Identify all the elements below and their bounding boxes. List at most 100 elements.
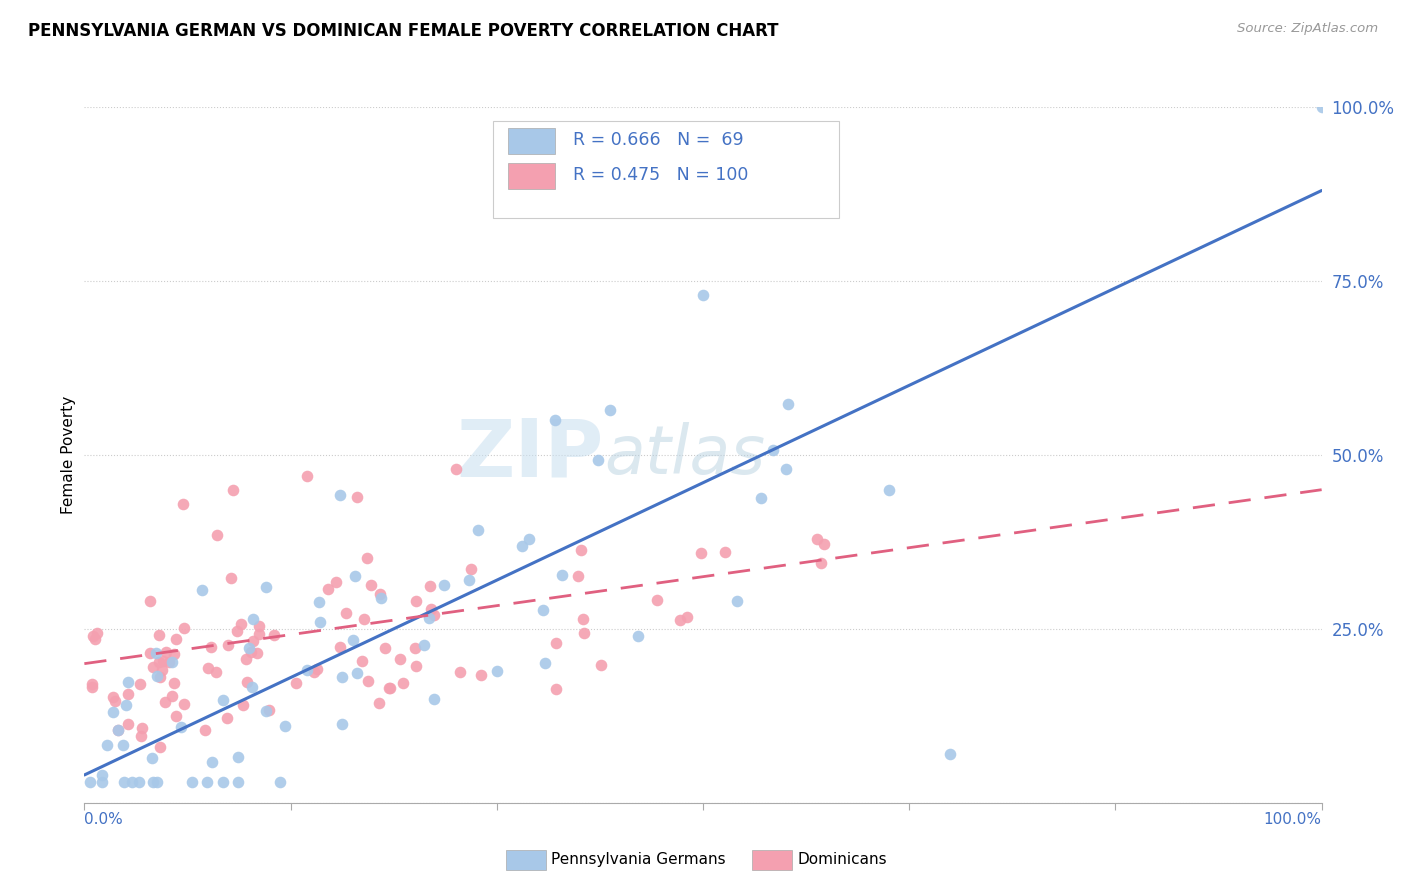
Point	[191, 582, 214, 597]
Point	[195, 775, 218, 789]
Point	[232, 698, 254, 712]
Point	[121, 775, 143, 789]
Point	[142, 775, 165, 789]
Point	[117, 716, 139, 731]
Point	[329, 640, 352, 654]
Point	[423, 692, 446, 706]
Y-axis label: Female Poverty: Female Poverty	[60, 396, 76, 514]
Point	[211, 693, 233, 707]
Point	[217, 638, 239, 652]
Point	[107, 723, 129, 737]
Point	[534, 656, 557, 670]
Point	[467, 523, 489, 537]
Point	[285, 675, 308, 690]
Point	[273, 719, 295, 733]
Point	[173, 621, 195, 635]
Point	[254, 580, 277, 594]
Point	[212, 775, 235, 789]
Point	[304, 665, 326, 679]
Point	[82, 680, 104, 694]
Point	[239, 645, 262, 659]
Point	[148, 740, 170, 755]
Point	[775, 461, 797, 475]
Point	[510, 540, 533, 554]
Point	[91, 775, 114, 789]
Point	[325, 575, 347, 590]
Point	[669, 613, 692, 627]
Point	[692, 288, 714, 302]
Point	[316, 582, 339, 596]
Point	[82, 629, 104, 643]
Point	[423, 607, 446, 622]
Point	[531, 602, 554, 616]
Point	[378, 681, 401, 696]
Point	[152, 654, 174, 668]
Point	[200, 640, 222, 654]
Point	[155, 645, 177, 659]
Point	[567, 569, 589, 583]
Point	[254, 704, 277, 718]
Point	[404, 641, 426, 656]
Point	[90, 768, 112, 782]
Point	[776, 397, 799, 411]
Text: Source: ZipAtlas.com: Source: ZipAtlas.com	[1237, 22, 1378, 36]
Point	[599, 402, 621, 417]
Point	[226, 749, 249, 764]
Point	[810, 556, 832, 570]
Point	[263, 628, 285, 642]
Point	[128, 775, 150, 789]
Point	[418, 610, 440, 624]
Text: ZIP: ZIP	[457, 416, 605, 494]
Point	[544, 636, 567, 650]
Point	[148, 655, 170, 669]
Point	[572, 612, 595, 626]
Text: 0.0%: 0.0%	[84, 812, 124, 827]
Point	[295, 663, 318, 677]
Point	[194, 723, 217, 738]
Point	[308, 595, 330, 609]
Point	[368, 697, 391, 711]
Point	[458, 573, 481, 587]
Point	[141, 751, 163, 765]
Point	[242, 612, 264, 626]
Point	[236, 675, 259, 690]
Point	[165, 708, 187, 723]
Text: 100.0%: 100.0%	[1264, 812, 1322, 827]
Point	[344, 569, 367, 583]
Point	[725, 594, 748, 608]
Point	[146, 669, 169, 683]
Point	[235, 652, 257, 666]
Point	[675, 610, 697, 624]
Point	[374, 641, 396, 656]
Point	[104, 694, 127, 708]
Point	[353, 612, 375, 626]
Point	[586, 453, 609, 467]
Point	[352, 654, 374, 668]
Point	[806, 532, 828, 546]
Point	[165, 632, 187, 647]
Point	[370, 591, 392, 605]
Point	[242, 634, 264, 648]
Point	[172, 497, 194, 511]
Point	[231, 616, 253, 631]
Point	[360, 578, 382, 592]
Point	[356, 550, 378, 565]
Point	[240, 680, 263, 694]
Point	[131, 722, 153, 736]
Point	[112, 738, 135, 752]
Point	[405, 594, 427, 608]
Point	[82, 677, 104, 691]
Text: atlas: atlas	[605, 422, 765, 488]
Point	[749, 491, 772, 505]
Point	[626, 630, 648, 644]
Point	[86, 625, 108, 640]
Point	[148, 628, 170, 642]
Point	[101, 705, 124, 719]
Point	[1310, 100, 1333, 114]
Point	[357, 673, 380, 688]
Point	[153, 695, 176, 709]
Point	[163, 675, 186, 690]
Point	[335, 606, 357, 620]
Point	[546, 681, 568, 696]
Point	[173, 697, 195, 711]
